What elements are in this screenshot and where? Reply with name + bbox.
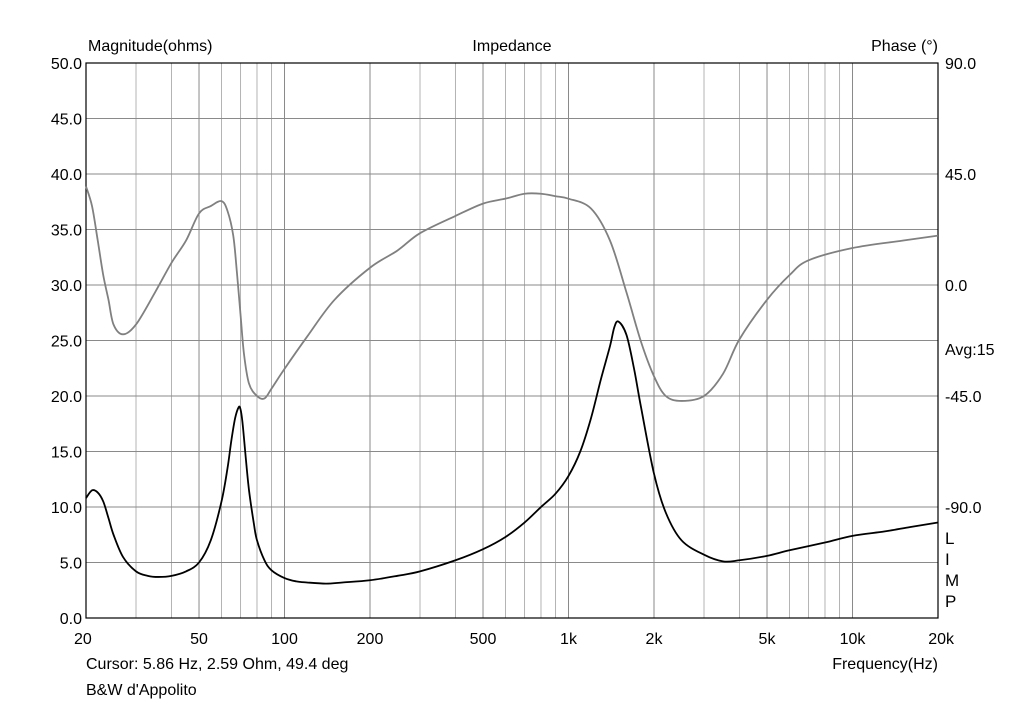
x-tick-label: 20k [928, 631, 955, 648]
left-axis-label: Magnitude(ohms) [88, 38, 213, 55]
cursor-readout: Cursor: 5.86 Hz, 2.59 Ohm, 49.4 deg [86, 656, 349, 673]
x-tick-label: 500 [470, 631, 497, 648]
left-tick-label: 40.0 [51, 167, 82, 184]
lim-letter-i: I [945, 550, 950, 569]
right-tick-label: 45.0 [945, 167, 976, 184]
tick-labels: 0.0 5.0 10.0 15.0 20.0 25.0 30.0 35.0 40.0 45.0 50… [51, 56, 982, 648]
right-tick-label: 0.0 [945, 278, 967, 295]
left-tick-label: 10.0 [51, 500, 82, 517]
x-tick-label: 5k [759, 631, 777, 648]
x-tick-label: 200 [357, 631, 384, 648]
x-tick-label: 20 [74, 631, 92, 648]
x-tick-label: 2k [646, 631, 664, 648]
series-layer [85, 186, 939, 585]
lim-letter-p: P [945, 592, 957, 611]
lim-letters: L I M P [945, 528, 965, 612]
x-tick-label: 100 [271, 631, 298, 648]
right-tick-label: 90.0 [945, 56, 976, 73]
right-tick-label: -90.0 [945, 500, 982, 517]
right-tick-label: -45.0 [945, 389, 982, 406]
left-tick-label: 15.0 [51, 445, 82, 462]
avg-readout: Avg:15 [945, 342, 995, 359]
left-tick-label: 20.0 [51, 389, 82, 406]
x-tick-label: 50 [190, 631, 208, 648]
series-phase-line [85, 186, 939, 402]
left-tick-label: 45.0 [51, 112, 82, 129]
chart-title: Impedance [472, 38, 552, 55]
lim-letter-m: M [945, 571, 960, 590]
x-tick-label: 1k [560, 631, 578, 648]
left-tick-label: 50.0 [51, 56, 82, 73]
right-axis-label: Phase (°) [871, 38, 938, 55]
x-tick-label: 10k [840, 631, 867, 648]
major-grid [86, 63, 938, 618]
left-tick-label: 25.0 [51, 334, 82, 351]
left-tick-label: 5.0 [60, 556, 82, 573]
x-axis-label: Frequency(Hz) [832, 656, 938, 673]
plot-frame [85, 62, 939, 619]
footer-title: B&W d'Appolito [86, 682, 197, 699]
left-tick-label: 0.0 [60, 611, 82, 628]
lim-letter-l: L [945, 529, 955, 548]
left-tick-label: 35.0 [51, 223, 82, 240]
left-tick-label: 30.0 [51, 278, 82, 295]
series-magnitude-line [85, 320, 939, 585]
